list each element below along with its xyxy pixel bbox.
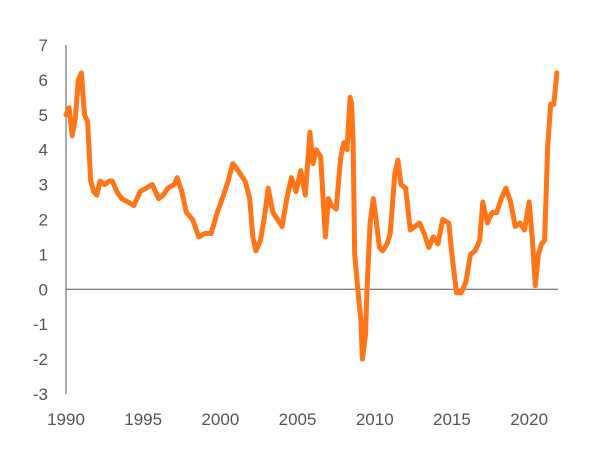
y-tick-label: 6: [39, 71, 48, 90]
y-tick-label: 1: [39, 245, 48, 264]
y-tick-label: 4: [39, 141, 48, 160]
y-tick-label: 5: [39, 106, 48, 125]
y-tick-label: 2: [39, 211, 48, 230]
series-line: [63, 70, 560, 362]
x-tick-label: 2020: [510, 410, 548, 429]
y-tick-label: 7: [39, 36, 48, 55]
y-axis: -3 -2 -1 0 1 2 3 4 5 6 7: [33, 36, 67, 404]
series-group: [63, 70, 560, 362]
x-axis: 1990 1995 2000 2005 2010 2015 2020: [47, 288, 558, 429]
x-tick-label: 1990: [47, 410, 85, 429]
x-tick-label: 2015: [433, 410, 471, 429]
x-tick-label: 2005: [279, 410, 317, 429]
y-tick-label: 3: [39, 176, 48, 195]
x-tick-label: 2010: [356, 410, 394, 429]
y-tick-label: -3: [33, 385, 48, 404]
y-tick-label: -2: [33, 350, 48, 369]
x-tick-label: 1995: [124, 410, 162, 429]
y-tick-label: -1: [33, 315, 48, 334]
x-tick-label: 2000: [201, 410, 239, 429]
y-tick-label: 0: [39, 280, 48, 299]
